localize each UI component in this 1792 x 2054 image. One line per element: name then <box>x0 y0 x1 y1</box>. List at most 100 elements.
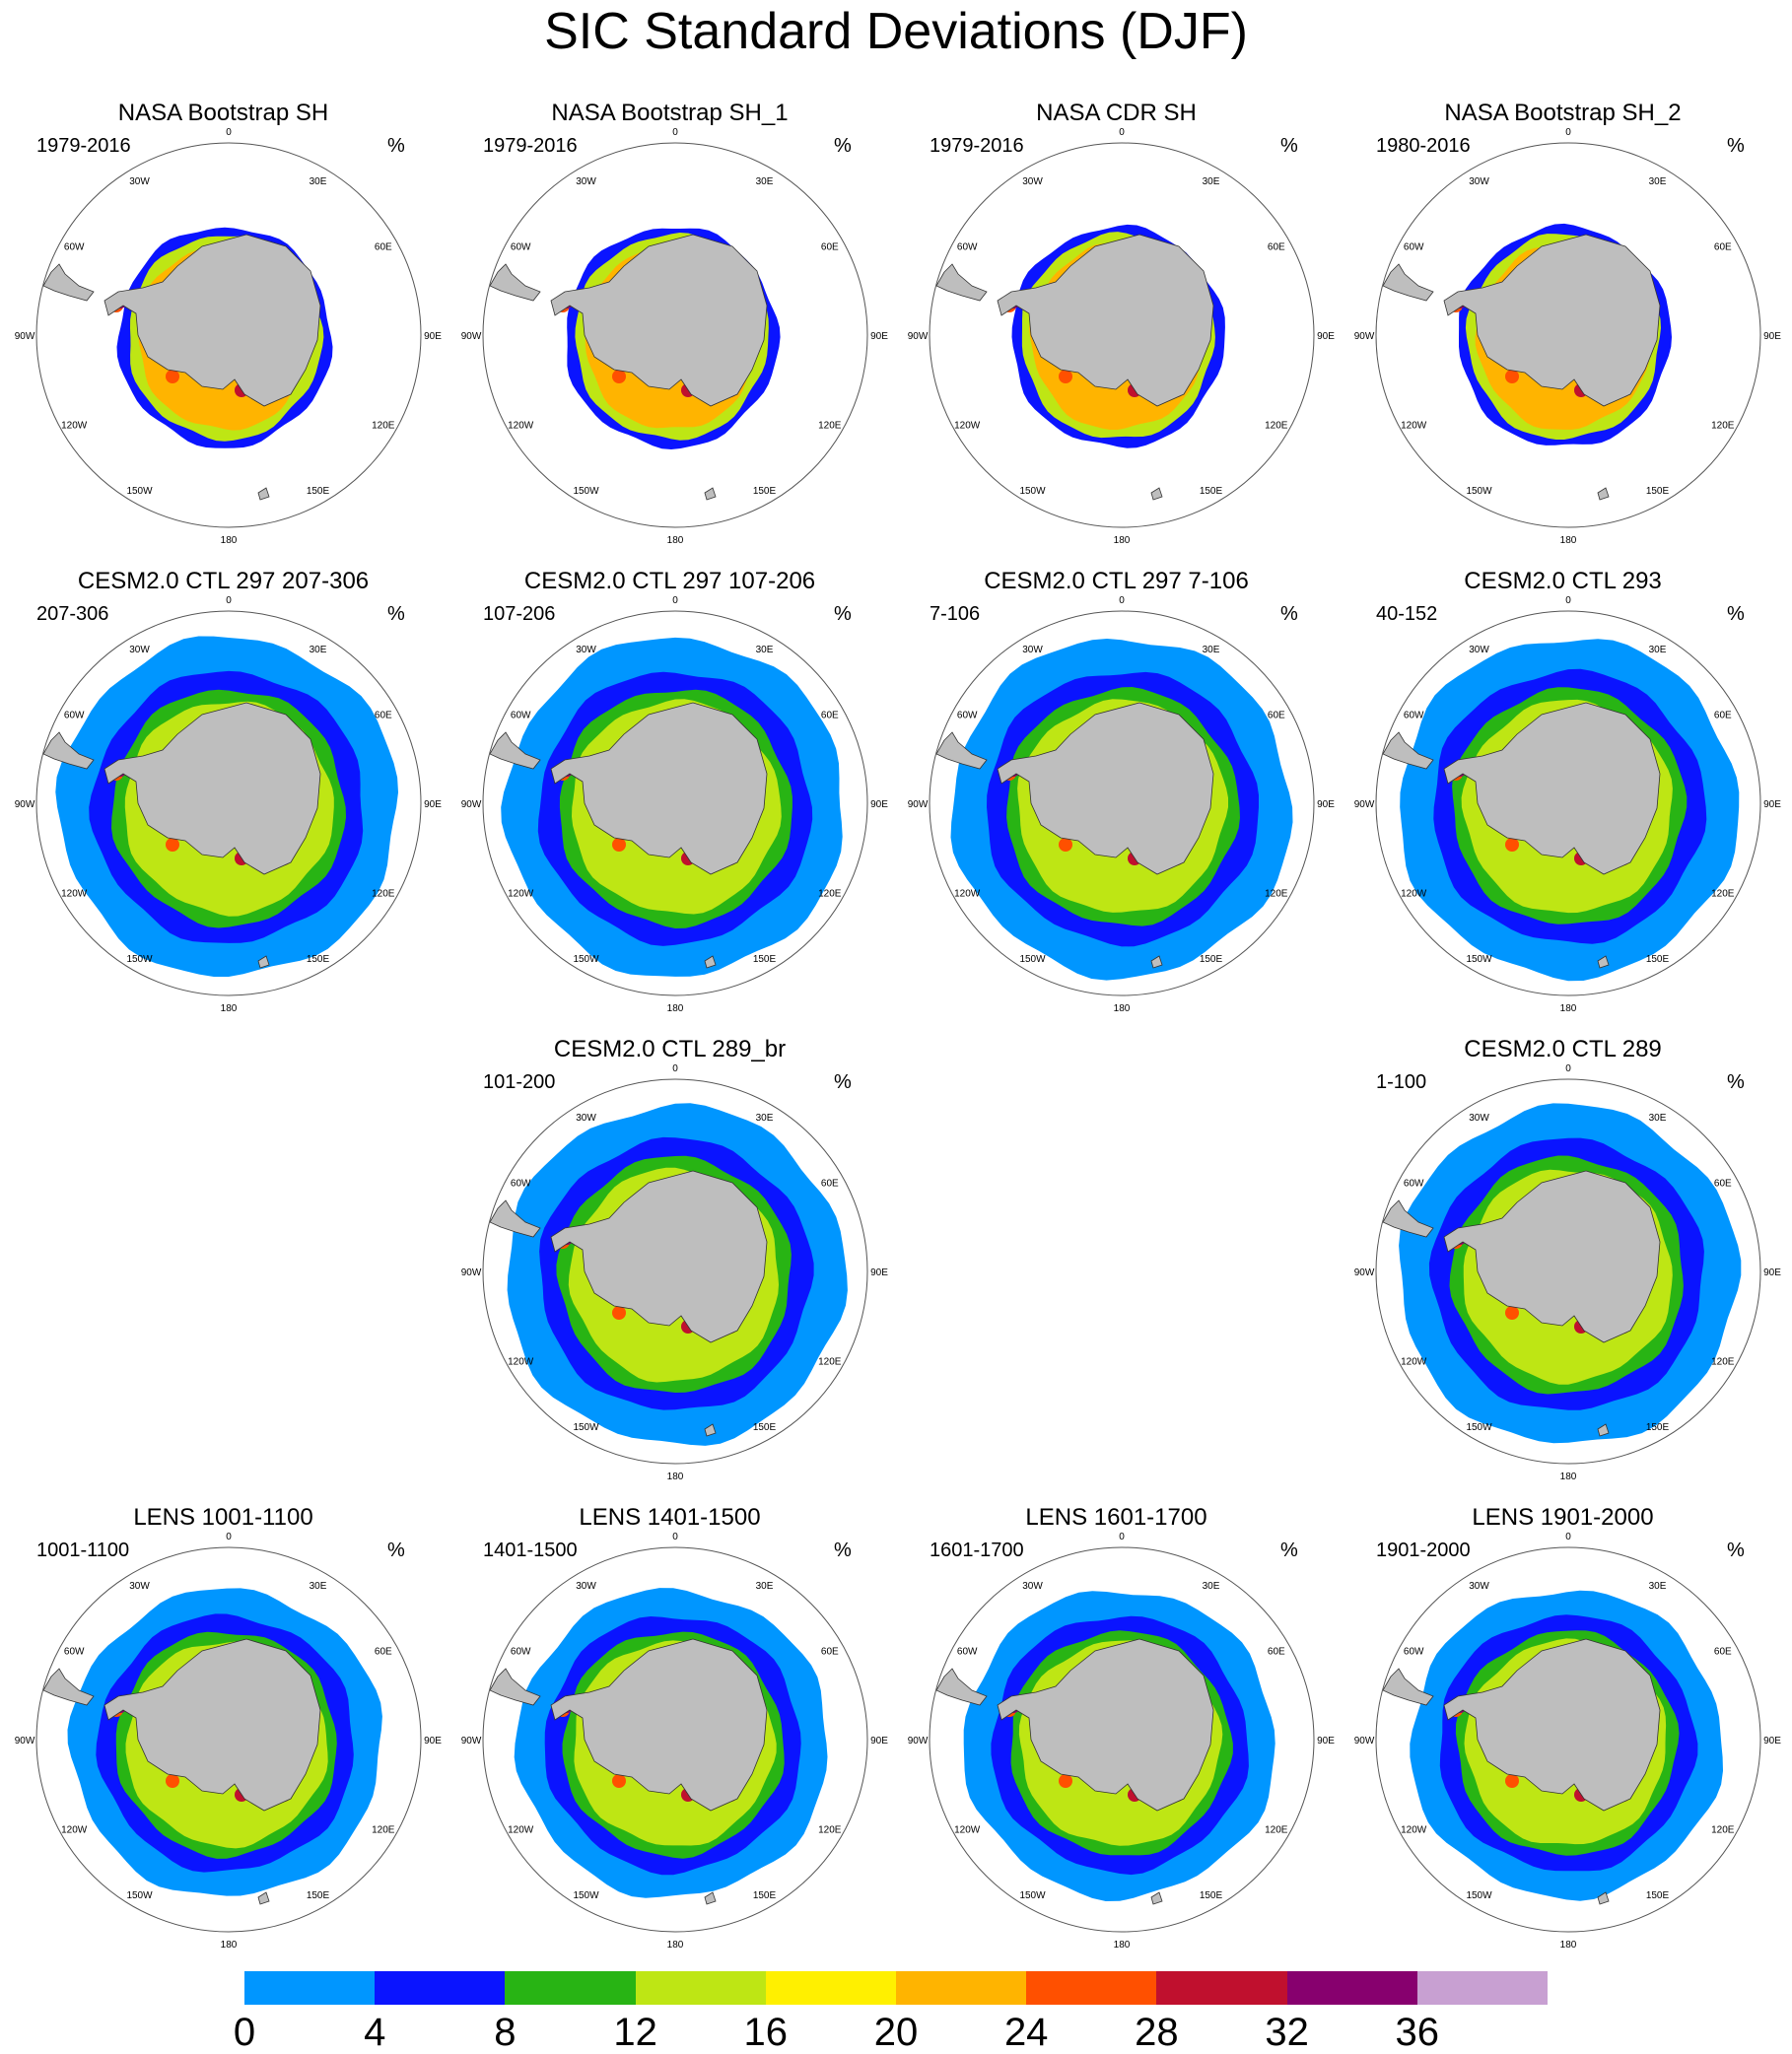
polar-map: 0 30E 60E 90E 120E 150E 180 150W 120W 90W 60W 30W <box>1354 1063 1782 1482</box>
longitude-label: 60E <box>821 711 839 721</box>
panel-title: CESM2.0 CTL 297 7-106 <box>984 568 1249 594</box>
polar-map: 0 30E 60E 90E 120E 150E 180 150W 120W 90W 60W 30W <box>461 1532 889 1951</box>
longitude-label: 30E <box>756 645 774 655</box>
new-zealand-landmass <box>1597 1423 1610 1437</box>
longitude-label: 180 <box>667 535 684 546</box>
map-boundary <box>482 1546 868 1933</box>
longitude-label: 30E <box>1203 645 1220 655</box>
longitude-label: 150E <box>1646 1422 1670 1433</box>
south-america-landmass <box>935 263 988 302</box>
longitude-label: 60W <box>64 711 85 721</box>
panel-title: LENS 1601-1700 <box>1025 1504 1207 1531</box>
panel-years: 1979-2016 <box>483 135 578 157</box>
sic-hotspot <box>612 1306 626 1320</box>
polar-map: 0 30E 60E 90E 120E 150E 180 150W 120W 90W 60W 30W <box>1354 1532 1782 1951</box>
south-america-landmass <box>42 1668 95 1706</box>
map-boundary <box>1375 610 1761 996</box>
longitude-label: 30E <box>1649 1113 1667 1124</box>
panel-years: 1001-1100 <box>36 1540 130 1561</box>
longitude-label: 60W <box>957 1647 978 1658</box>
longitude-label: 120E <box>1711 421 1735 432</box>
polar-map: 0 30E 60E 90E 120E 150E 180 150W 120W 90W 60W 30W <box>15 595 443 1014</box>
longitude-label: 60E <box>1714 1647 1732 1658</box>
new-zealand-landmass <box>1150 487 1163 501</box>
longitude-label: 90E <box>1763 331 1781 342</box>
longitude-label: 60E <box>1714 242 1732 253</box>
longitude-label: 60E <box>1268 242 1285 253</box>
longitude-label: 120E <box>1711 1357 1735 1368</box>
panel-years: 1979-2016 <box>36 135 131 157</box>
longitude-label: 150E <box>1646 1890 1670 1901</box>
panel-unit: % <box>1727 135 1745 157</box>
panel-years: 101-200 <box>483 1071 556 1093</box>
colorbar-swatch <box>244 1971 376 2005</box>
longitude-label: 120W <box>508 421 534 432</box>
longitude-label: 30E <box>1649 1581 1667 1592</box>
antarctica-landmass <box>550 234 768 407</box>
new-zealand-landmass <box>257 1891 270 1905</box>
longitude-label: 0 <box>672 1532 678 1542</box>
colorbar-label: 8 <box>494 2011 517 2054</box>
longitude-label: 0 <box>1119 1532 1125 1542</box>
longitude-label: 30W <box>576 645 596 655</box>
polar-map: 0 30E 60E 90E 120E 150E 180 150W 120W 90W 60W 30W <box>461 1063 889 1482</box>
longitude-label: 30E <box>1203 1581 1220 1592</box>
map-panel: 0 30E 60E 90E 120E 150E 180 150W 120W 90W 60W 30W NA… <box>447 99 893 552</box>
longitude-label: 180 <box>1560 1940 1577 1951</box>
colorbar-label: 36 <box>1395 2011 1440 2054</box>
longitude-label: 150W <box>1466 486 1492 497</box>
longitude-label: 90W <box>461 1736 482 1746</box>
sic-hotspot <box>1505 370 1519 383</box>
longitude-label: 30E <box>310 176 327 187</box>
south-america-landmass <box>42 263 95 302</box>
antarctica-landmass <box>550 702 768 875</box>
longitude-label: 150W <box>126 954 153 965</box>
longitude-label: 150E <box>1200 954 1223 965</box>
longitude-label: 120E <box>1711 1825 1735 1836</box>
longitude-label: 90W <box>15 799 35 810</box>
longitude-label: 180 <box>221 535 238 546</box>
longitude-label: 30W <box>1469 1581 1489 1592</box>
longitude-label: 180 <box>667 1472 684 1482</box>
longitude-label: 180 <box>221 1940 238 1951</box>
longitude-label: 0 <box>226 127 232 138</box>
antarctica-landmass <box>103 234 321 407</box>
panel-title: CESM2.0 CTL 289 <box>1464 1036 1662 1062</box>
longitude-label: 180 <box>1560 1003 1577 1014</box>
longitude-label: 90W <box>15 331 35 342</box>
longitude-label: 90E <box>1763 1736 1781 1746</box>
longitude-label: 120W <box>1401 421 1427 432</box>
panel-years: 1601-1700 <box>930 1540 1024 1561</box>
longitude-label: 90E <box>870 331 888 342</box>
longitude-label: 30E <box>1649 645 1667 655</box>
longitude-label: 90W <box>908 1736 929 1746</box>
longitude-label: 120E <box>1711 889 1735 900</box>
longitude-label: 0 <box>672 127 678 138</box>
longitude-label: 30W <box>1022 1581 1043 1592</box>
colorbar-swatch <box>1416 1971 1549 2005</box>
panel-years: 1401-1500 <box>483 1540 578 1561</box>
south-america-landmass <box>489 731 541 770</box>
colorbar: 0 4 8 12 16 20 24 28 32 36 <box>234 1971 1549 2054</box>
panel-unit: % <box>1280 603 1298 625</box>
longitude-label: 60E <box>1714 1179 1732 1190</box>
map-panel: 0 30E 60E 90E 120E 150E 180 150W 120W 90W 60W 30W LE… <box>447 1503 893 1956</box>
longitude-label: 120W <box>1401 1825 1427 1836</box>
panel-years: 1-100 <box>1376 1071 1427 1093</box>
antarctica-landmass <box>997 702 1214 875</box>
longitude-label: 60E <box>1268 711 1285 721</box>
longitude-label: 60W <box>511 711 531 721</box>
longitude-label: 90W <box>461 799 482 810</box>
panel-unit: % <box>1727 1540 1745 1561</box>
longitude-label: 0 <box>1565 1532 1571 1542</box>
longitude-label: 180 <box>1114 1003 1131 1014</box>
polar-map: 0 30E 60E 90E 120E 150E 180 150W 120W 90W 60W 30W <box>908 1532 1336 1951</box>
longitude-label: 120E <box>818 889 842 900</box>
longitude-label: 90E <box>424 1736 442 1746</box>
panel-unit: % <box>834 1540 852 1561</box>
map-boundary <box>929 610 1315 996</box>
map-boundary <box>482 1078 868 1465</box>
south-america-landmass <box>1382 263 1434 302</box>
longitude-label: 0 <box>1565 595 1571 606</box>
longitude-label: 0 <box>226 595 232 606</box>
